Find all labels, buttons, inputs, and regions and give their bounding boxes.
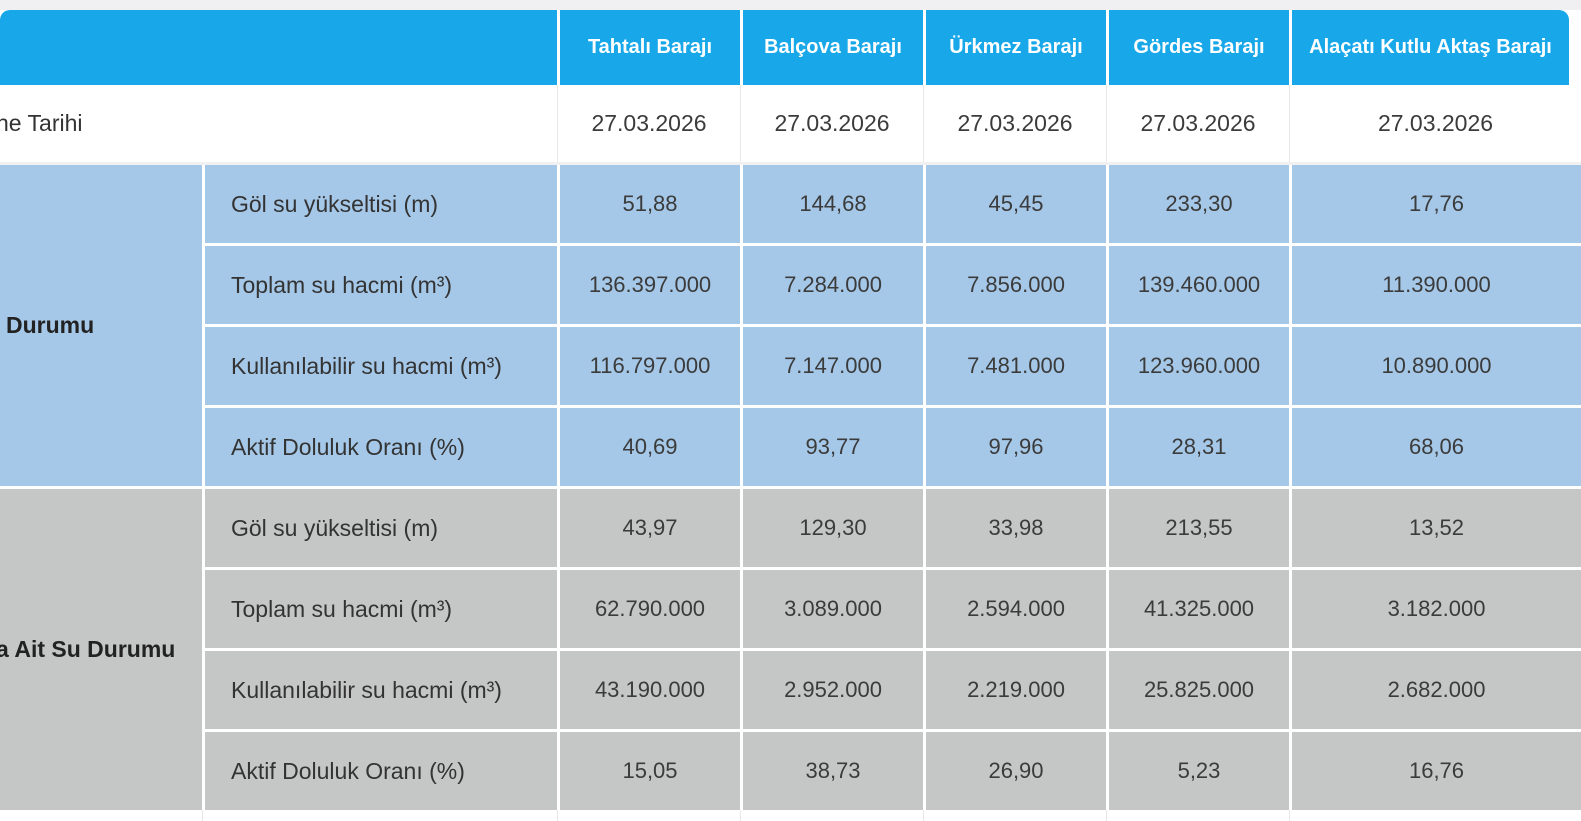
measurement-date-row: ne Tarihi 27.03.2026 27.03.2026 27.03.2026… — [0, 85, 1581, 162]
date-cell-0: 27.03.2026 — [557, 85, 740, 162]
value-cell: 2.219.000 — [926, 651, 1106, 729]
value-cell: 25.825.000 — [1109, 651, 1289, 729]
row-label: Göl su yükseltisi (m) — [205, 489, 557, 567]
value-cell: 16,76 — [1292, 732, 1581, 810]
value-cell: 136.397.000 — [560, 246, 740, 324]
next-row-cell — [0, 810, 202, 821]
value-cell: 62.790.000 — [560, 570, 740, 648]
value-cell: 10.890.000 — [1292, 327, 1581, 405]
date-cell-1: 27.03.2026 — [740, 85, 923, 162]
value-cell: 13,52 — [1292, 489, 1581, 567]
value-cell: 139.460.000 — [1109, 246, 1289, 324]
value-cell: 7.147.000 — [743, 327, 923, 405]
value-cell: 5,23 — [1109, 732, 1289, 810]
value-cell: 11.390.000 — [1292, 246, 1581, 324]
next-row-cell — [740, 810, 923, 821]
table-header-row: Tahtalı Barajı Balçova Barajı Ürkmez Baraj… — [0, 10, 1581, 85]
column-header-0: Tahtalı Barajı — [560, 10, 740, 85]
value-cell: 43.190.000 — [560, 651, 740, 729]
value-cell: 43,97 — [560, 489, 740, 567]
next-row-cell — [557, 810, 740, 821]
row-label: Aktif Doluluk Oranı (%) — [205, 408, 557, 486]
section-label-text: Durumu — [6, 312, 95, 338]
section-label-text: a Ait Su Durumu — [0, 636, 176, 662]
row-divider — [0, 162, 1581, 165]
date-row-label: ne Tarihi — [0, 85, 557, 162]
date-cell-4: 27.03.2026 — [1289, 85, 1581, 162]
column-header-2: Ürkmez Barajı — [926, 10, 1106, 85]
row-label: Aktif Doluluk Oranı (%) — [205, 732, 557, 810]
next-row-cell — [1106, 810, 1289, 821]
value-cell: 51,88 — [560, 165, 740, 243]
value-cell: 116.797.000 — [560, 327, 740, 405]
current-water-section: Durumu Göl su yükseltisi (m) 51,88 144,68 45… — [0, 165, 1581, 486]
row-label: Toplam su hacmi (m³) — [205, 246, 557, 324]
value-cell: 28,31 — [1109, 408, 1289, 486]
row-label: Toplam su hacmi (m³) — [205, 570, 557, 648]
date-cell-2: 27.03.2026 — [923, 85, 1106, 162]
column-header-4: Alaçatı Kutlu Aktaş Barajı — [1292, 10, 1569, 85]
row-label: Kullanılabilir su hacmi (m³) — [205, 651, 557, 729]
next-row-cell — [923, 810, 1106, 821]
value-cell: 7.481.000 — [926, 327, 1106, 405]
value-cell: 17,76 — [1292, 165, 1581, 243]
section-divider — [0, 486, 1581, 489]
value-cell: 2.952.000 — [743, 651, 923, 729]
value-cell: 144,68 — [743, 165, 923, 243]
value-cell: 93,77 — [743, 408, 923, 486]
value-cell: 41.325.000 — [1109, 570, 1289, 648]
value-cell: 2.682.000 — [1292, 651, 1581, 729]
value-cell: 38,73 — [743, 732, 923, 810]
value-cell: 97,96 — [926, 408, 1106, 486]
value-cell: 2.594.000 — [926, 570, 1106, 648]
section-label: Durumu — [0, 165, 202, 486]
next-row-cell — [202, 810, 557, 821]
next-row-strip — [0, 810, 1581, 821]
value-cell: 68,06 — [1292, 408, 1581, 486]
previous-year-water-section: a Ait Su Durumu Göl su yükseltisi (m) 43,9… — [0, 489, 1581, 810]
value-cell: 45,45 — [926, 165, 1106, 243]
page-top-strip — [0, 0, 1581, 10]
row-label: Kullanılabilir su hacmi (m³) — [205, 327, 557, 405]
value-cell: 7.856.000 — [926, 246, 1106, 324]
value-cell: 123.960.000 — [1109, 327, 1289, 405]
value-cell: 26,90 — [926, 732, 1106, 810]
row-label: Göl su yükseltisi (m) — [205, 165, 557, 243]
next-row-cell — [1289, 810, 1581, 821]
value-cell: 33,98 — [926, 489, 1106, 567]
column-header-1: Balçova Barajı — [743, 10, 923, 85]
date-cell-3: 27.03.2026 — [1106, 85, 1289, 162]
value-cell: 3.089.000 — [743, 570, 923, 648]
value-cell: 129,30 — [743, 489, 923, 567]
value-cell: 15,05 — [560, 732, 740, 810]
section-label: a Ait Su Durumu — [0, 489, 202, 810]
date-row-label-text: ne Tarihi — [0, 110, 83, 136]
value-cell: 7.284.000 — [743, 246, 923, 324]
column-header-3: Gördes Barajı — [1109, 10, 1289, 85]
value-cell: 213,55 — [1109, 489, 1289, 567]
value-cell: 40,69 — [560, 408, 740, 486]
value-cell: 3.182.000 — [1292, 570, 1581, 648]
header-spacer-cell — [0, 10, 557, 85]
value-cell: 233,30 — [1109, 165, 1289, 243]
dam-status-table: Tahtalı Barajı Balçova Barajı Ürkmez Baraj… — [0, 10, 1581, 821]
